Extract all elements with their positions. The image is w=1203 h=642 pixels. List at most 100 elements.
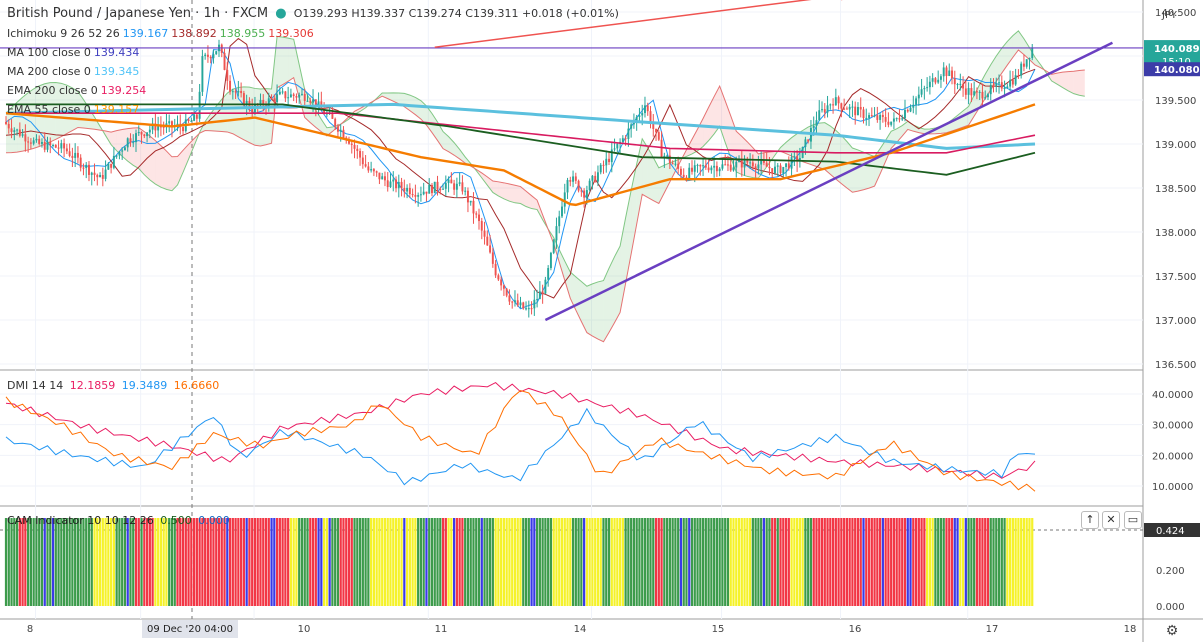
cam-bar: [571, 518, 575, 606]
cam-bar: [724, 518, 727, 606]
cam-bar: [353, 518, 356, 606]
cam-bar: [375, 518, 378, 606]
move-up-button[interactable]: ↑: [1081, 511, 1099, 529]
candle-body: [237, 90, 240, 93]
ema200-line: [6, 112, 1036, 154]
cloud-segment: [282, 37, 289, 85]
indicator-legend-row: EMA 200 close 0 139.254: [7, 84, 149, 97]
cloud-segment: [664, 162, 670, 193]
candle-body: [439, 189, 442, 191]
cam-bar: [984, 518, 987, 606]
cam-bar: [314, 518, 317, 606]
candle-body: [776, 165, 779, 167]
indicator-name: EMA 55 close 0: [7, 103, 91, 116]
candle-body: [995, 83, 998, 87]
cam-bar: [300, 518, 304, 606]
candle-body: [945, 67, 948, 77]
time-tick-label: 18: [1124, 624, 1137, 635]
cloud-segment: [277, 36, 283, 88]
cam-bar: [912, 518, 915, 606]
cam-bar: [665, 518, 669, 606]
cloud-segment: [260, 88, 267, 147]
cloud-segment: [105, 131, 112, 145]
cam-bar: [488, 518, 492, 606]
cam-bar: [436, 518, 439, 606]
candle-body: [284, 91, 287, 99]
cam-bar: [939, 518, 943, 606]
cam-bar: [1020, 518, 1023, 606]
candle-body: [879, 114, 882, 120]
candle-body: [206, 54, 209, 57]
candle-body: [895, 118, 898, 120]
cam-bar: [4, 518, 8, 606]
cam-bar: [826, 518, 829, 606]
cam-bar: [522, 518, 525, 606]
cam-bar: [881, 518, 884, 606]
candle-body: [704, 165, 707, 168]
candle-body: [245, 100, 248, 105]
cam-bar: [721, 518, 724, 606]
candle-body: [992, 84, 995, 87]
cloud-segment: [122, 128, 128, 162]
cam-bar: [336, 518, 340, 606]
candle-body: [638, 115, 641, 117]
cloud-segment: [852, 148, 858, 193]
candle-body: [574, 176, 577, 181]
candle-body: [215, 51, 218, 55]
candle-body: [544, 279, 547, 294]
cam-bar: [405, 518, 409, 606]
cam-bar: [87, 518, 91, 606]
candle-body: [655, 128, 658, 133]
cam-bar: [18, 518, 21, 606]
candle-body: [915, 98, 918, 105]
candle-body: [906, 110, 909, 112]
cam-bar: [491, 518, 494, 606]
crosshair-time-label: 09 Dec '20 04:00: [147, 624, 233, 635]
market-dot-icon: ●: [275, 6, 287, 21]
maximize-pane-button[interactable]: ▭: [1124, 511, 1142, 529]
cam-bar: [594, 518, 597, 606]
cam-bar: [223, 518, 226, 606]
cam-bar: [322, 518, 326, 606]
cam-bar: [267, 518, 270, 606]
time-tick-label: 15: [712, 624, 725, 635]
candle-body: [967, 88, 970, 95]
candle-body: [96, 174, 99, 178]
time-tick-label: 16: [849, 624, 862, 635]
cam-bar: [688, 518, 691, 606]
cloud-segment: [869, 154, 875, 189]
cloud-segment: [503, 182, 510, 202]
symbol-legend: British Pound / Japanese Yen · 1h · FXCM…: [7, 6, 622, 21]
candle-body: [577, 180, 580, 191]
candle-body: [287, 97, 290, 99]
cloud-segment: [559, 249, 565, 281]
cam-bar: [926, 518, 929, 606]
cam-bar: [1014, 518, 1017, 606]
cam-bar: [773, 518, 777, 606]
candle-body: [904, 110, 906, 119]
candle-body: [466, 190, 469, 203]
candle-body: [151, 123, 154, 130]
cam-bar: [46, 518, 49, 606]
candle-body: [123, 147, 126, 151]
indicator-name: EMA 200 close 0: [7, 84, 98, 97]
candle-body: [500, 279, 503, 286]
close-pane-button[interactable]: ✕: [1102, 511, 1120, 529]
cam-bar: [627, 518, 630, 606]
cam-bar: [956, 518, 959, 606]
candle-body: [583, 190, 586, 198]
cam-bar: [1011, 518, 1014, 606]
cam-bar: [248, 518, 251, 606]
ma200-line: [5, 102, 1036, 150]
cam-bar: [732, 518, 735, 606]
candle-body: [146, 132, 149, 137]
cam-bar: [884, 518, 887, 606]
candle-body: [372, 169, 375, 172]
cam-bar: [538, 518, 541, 606]
candle-body: [569, 180, 572, 182]
indicator-value: 139.167: [122, 27, 169, 40]
candle-body: [793, 156, 796, 158]
cam-bar: [206, 518, 210, 606]
candle-body: [715, 165, 718, 172]
